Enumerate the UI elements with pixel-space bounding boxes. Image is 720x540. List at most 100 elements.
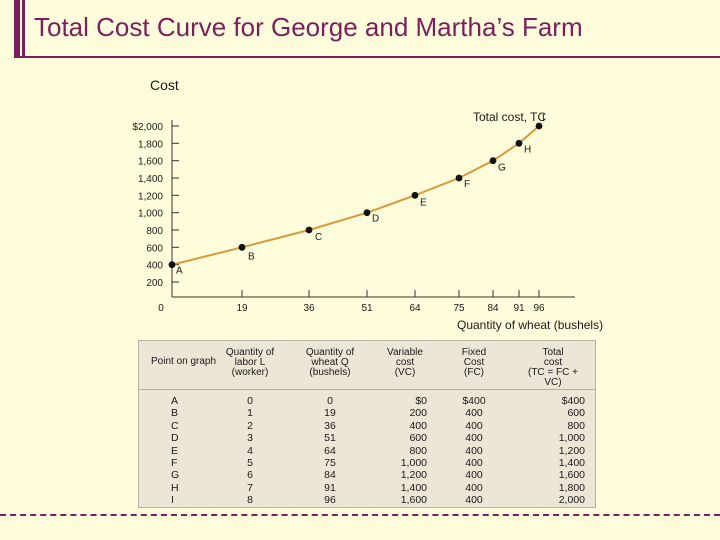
cell-wheat-2: 36 [324, 419, 336, 432]
cell-tc-7: 1,800 [558, 481, 585, 494]
col-vc: Variable cost (VC) $0 200 400 600 800 1,000 1,20… [373, 341, 437, 507]
cells-wheat: 0 19 36 51 64 75 84 91 96 [287, 395, 373, 507]
cell-point-5: F [171, 456, 178, 469]
total-cost-curve [171, 125, 540, 266]
col-tc: Total cost (TC = FC + VC) $400 600 800 1,000 1,… [511, 341, 595, 507]
header-tc-line-1: cost [543, 357, 563, 368]
x-tick-label: 0 [158, 303, 164, 314]
cell-point-4: E [171, 444, 179, 457]
cell-labor-4: 4 [247, 444, 253, 457]
cell-tc-5: 1,400 [558, 456, 585, 469]
cell-labor-3: 3 [247, 432, 253, 445]
cell-fc-5: 400 [465, 456, 483, 469]
col-wheat: Quantity of wheat Q (bushels) 0 19 36 51 64 75 8… [287, 341, 373, 507]
cells-fc: $400 400 400 400 400 400 400 400 400 [437, 395, 511, 507]
header-vc-line-2: (VC) [394, 367, 416, 378]
cell-tc-2: 800 [567, 419, 585, 432]
cell-point-3: D [171, 432, 179, 445]
page-title: Total Cost Curve for George and Martha’s… [34, 12, 583, 42]
cell-vc-4: 800 [409, 444, 427, 457]
point-H [515, 139, 523, 147]
cell-vc-7: 1,400 [400, 481, 427, 494]
header-labor-line-0: Quantity of [225, 347, 275, 358]
table-header-row [139, 341, 595, 390]
header-tc-line-0: Total [542, 347, 564, 358]
cell-point-2: C [171, 419, 179, 432]
cell-fc-7: 400 [465, 481, 483, 494]
point-B [238, 243, 246, 251]
cell-point-8: I [171, 494, 174, 507]
cell-tc-8: 2,000 [558, 494, 585, 507]
cell-vc-5: 1,000 [400, 456, 427, 469]
cells-vc: $0 200 400 600 800 1,000 1,200 1,400 1,600 [401, 395, 427, 507]
point-F [455, 174, 463, 182]
header-fc-line-2: (FC) [464, 367, 484, 378]
cell-tc-0: $400 [561, 395, 585, 407]
cell-wheat-3: 51 [324, 432, 336, 445]
cell-wheat-6: 84 [324, 469, 336, 482]
y-tick-label: 600 [146, 243, 163, 254]
cell-vc-1: 200 [409, 407, 427, 420]
header-labor: Quantity of labor L (worker) [213, 348, 287, 378]
x-tick-label: 36 [303, 303, 315, 314]
point-label-E: E [420, 197, 427, 208]
cell-point-1: B [171, 407, 179, 420]
cell-fc-2: 400 [465, 419, 483, 432]
x-tick-label: 75 [453, 303, 465, 314]
y-tick-label: 1,400 [138, 174, 163, 185]
cell-labor-0: 0 [247, 395, 253, 407]
y-tick-label: 800 [146, 226, 163, 237]
header-wheat-line-0: Quantity of [305, 347, 355, 358]
cell-point-0: A [171, 395, 179, 407]
point-label-D: D [372, 214, 379, 225]
y-tick-label: 200 [146, 278, 163, 289]
y-tick-label: 1,200 [138, 191, 163, 202]
header-tc: Total cost (TC = FC + VC) [511, 348, 595, 388]
cell-labor-1: 1 [247, 407, 253, 420]
cell-point-7: H [171, 481, 179, 494]
curve-label: Total cost, TC [473, 110, 546, 124]
bottom-divider [0, 514, 720, 516]
y-tick-label: 1,600 [138, 157, 163, 168]
header-vc: Variable cost (VC) [373, 348, 437, 378]
y-tick-label: 400 [146, 261, 163, 272]
x-tick-label: 64 [409, 303, 421, 314]
point-G [489, 157, 497, 165]
header-tc-line-2: (TC = FC + [527, 367, 578, 378]
cells-tc: $400 600 800 1,000 1,200 1,400 1,600 1,800 2,000 [559, 395, 585, 507]
total-cost-chart: Cost Quantity of wheat (bushels) $2,000 1,8… [132, 77, 603, 332]
point-D [363, 209, 371, 217]
cell-tc-4: 1,200 [558, 444, 585, 457]
point-E [411, 191, 419, 199]
y-tick-label: 1,800 [138, 139, 163, 150]
cell-vc-0: $0 [415, 395, 427, 407]
cell-labor-8: 8 [247, 494, 253, 507]
point-label-A: A [176, 266, 183, 277]
cell-wheat-0: 0 [327, 395, 333, 407]
cell-fc-4: 400 [465, 444, 483, 457]
cell-vc-6: 1,200 [400, 469, 427, 482]
x-tick-label: 84 [487, 303, 499, 314]
point-A [168, 261, 176, 269]
x-axis-label: Quantity of wheat (bushels) [457, 318, 603, 332]
title-accent-bar-thin [22, 0, 25, 58]
cell-point-6: G [171, 469, 180, 482]
point-label-F: F [464, 179, 470, 190]
cell-fc-8: 400 [465, 494, 483, 507]
point-I [535, 122, 543, 130]
cell-wheat-4: 64 [324, 444, 336, 457]
header-tc-line-3: VC) [544, 377, 562, 388]
cell-wheat-1: 19 [324, 407, 336, 420]
header-vc-line-1: cost [395, 357, 415, 368]
cell-fc-0: $400 [462, 395, 486, 407]
cell-labor-5: 5 [247, 456, 253, 469]
cell-tc-6: 1,600 [558, 469, 585, 482]
point-label-G: G [498, 163, 506, 174]
cell-wheat-8: 96 [324, 494, 336, 507]
header-point: Point on graph [151, 356, 217, 367]
